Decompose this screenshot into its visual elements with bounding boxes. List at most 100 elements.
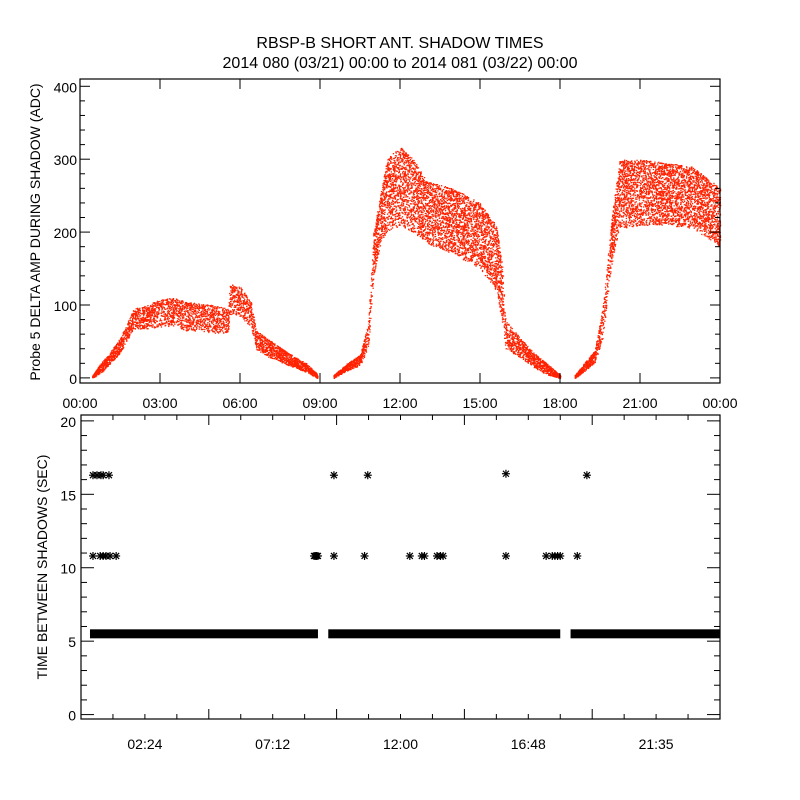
data-point <box>394 202 396 204</box>
data-point <box>185 329 187 332</box>
data-point <box>262 349 264 351</box>
data-point <box>397 205 399 207</box>
data-point <box>247 307 249 309</box>
data-point <box>120 350 122 352</box>
data-point <box>365 336 367 339</box>
data-point <box>276 355 278 357</box>
data-point <box>375 265 377 267</box>
data-point <box>231 305 233 307</box>
data-point <box>286 355 288 358</box>
data-point <box>106 362 109 365</box>
data-point <box>245 296 247 298</box>
data-point <box>183 329 185 331</box>
data-point <box>207 329 209 332</box>
data-point <box>379 234 381 236</box>
data-point <box>167 310 169 312</box>
data-point <box>93 376 95 378</box>
data-point <box>395 225 397 227</box>
data-point <box>233 312 235 314</box>
data-point <box>385 171 387 173</box>
data-point <box>219 331 221 333</box>
data-point <box>193 318 196 320</box>
data-point <box>212 321 214 323</box>
data-point <box>208 331 210 334</box>
data-point <box>259 339 261 341</box>
data-point <box>335 376 337 378</box>
data-point <box>209 305 211 307</box>
data-point <box>365 332 368 334</box>
data-point <box>301 369 303 371</box>
data-point <box>388 204 391 206</box>
data-point <box>127 333 129 335</box>
data-point <box>278 356 280 359</box>
data-point <box>252 328 255 330</box>
data-point <box>277 345 279 348</box>
data-point <box>383 202 386 204</box>
data-point <box>257 342 260 345</box>
data-point <box>196 321 198 324</box>
data-point <box>166 298 169 300</box>
data-point <box>381 199 383 201</box>
data-point <box>255 328 257 330</box>
data-point <box>114 351 116 353</box>
data-point <box>271 346 273 348</box>
data-point <box>134 323 136 326</box>
data-point <box>159 304 161 306</box>
data-point <box>259 335 261 337</box>
data-point <box>264 350 266 352</box>
data-point <box>272 347 275 349</box>
data-point <box>188 318 191 320</box>
data-point <box>99 373 101 375</box>
data-point <box>399 224 401 226</box>
data-point <box>373 232 375 234</box>
data-point <box>387 206 389 209</box>
data-point <box>192 309 194 311</box>
data-point <box>191 321 194 323</box>
data-point <box>147 328 149 330</box>
data-point <box>199 326 201 328</box>
data-point <box>381 208 383 210</box>
data-point <box>96 370 98 373</box>
data-point <box>389 183 392 185</box>
data-point <box>133 327 135 330</box>
data-point <box>102 367 105 369</box>
data-point <box>107 363 109 365</box>
data-point <box>97 372 99 375</box>
data-point <box>374 254 376 256</box>
data-point <box>286 351 288 354</box>
top-scatter-points <box>92 147 722 379</box>
data-point <box>266 350 268 352</box>
data-point <box>117 343 119 345</box>
data-point <box>247 308 249 311</box>
data-point <box>382 199 385 201</box>
data-point <box>262 339 264 341</box>
data-point <box>215 307 217 309</box>
data-point <box>364 347 366 349</box>
data-point <box>292 357 294 360</box>
data-point <box>172 317 174 320</box>
data-point <box>142 312 144 314</box>
data-point <box>386 202 389 205</box>
data-point <box>346 364 348 367</box>
data-point <box>382 216 384 218</box>
data-point <box>139 321 141 323</box>
data-point <box>373 239 375 241</box>
data-point <box>279 350 281 352</box>
data-point <box>264 340 266 342</box>
data-point <box>228 310 230 312</box>
data-point <box>376 256 379 258</box>
data-point <box>370 284 372 287</box>
data-point <box>228 321 230 324</box>
data-point <box>220 306 222 309</box>
data-point <box>246 307 248 309</box>
data-point <box>145 326 148 328</box>
data-point <box>115 353 117 355</box>
data-point <box>247 298 249 301</box>
data-point <box>305 370 307 372</box>
data-point <box>395 190 397 192</box>
data-point <box>180 312 182 314</box>
data-point <box>357 363 359 365</box>
data-point <box>191 313 193 315</box>
data-point <box>371 277 373 279</box>
data-point <box>259 337 261 339</box>
